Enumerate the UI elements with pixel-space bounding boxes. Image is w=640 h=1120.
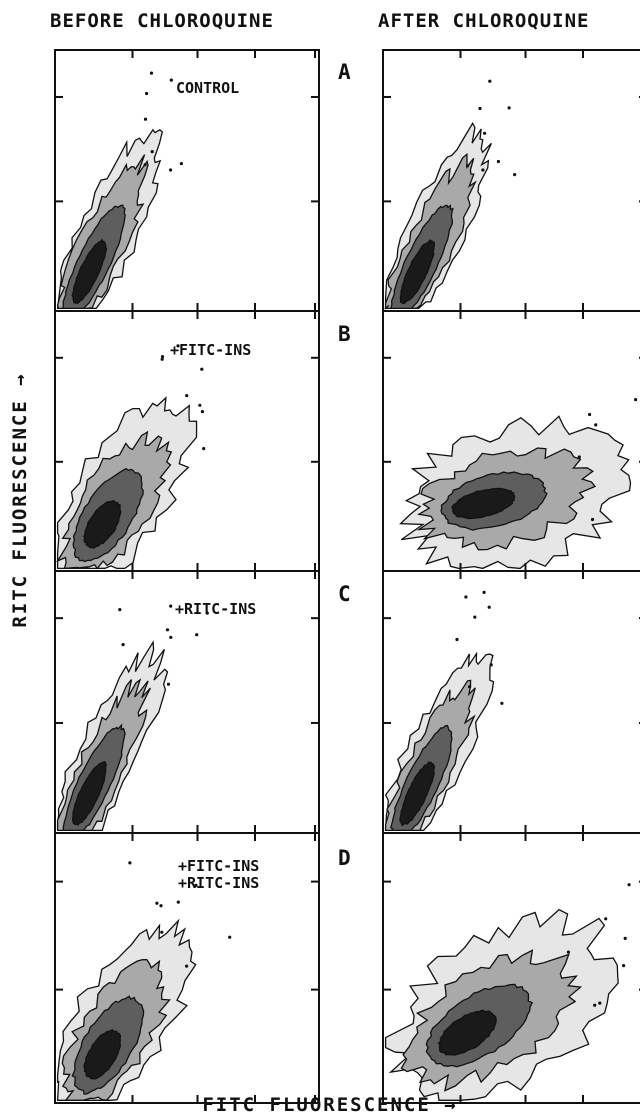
panel-a-after-speck [483,131,487,135]
panel-b-after-contour-4 [451,487,516,520]
row-letter-d: D [338,846,351,870]
condition-label-b: +FITC-INS [170,341,252,359]
panel-a-after-speck [481,168,485,172]
panel-c-before-speck [166,682,171,686]
panel-b-after-speck [588,412,592,417]
panel-a-after-speck [466,164,470,168]
panel-a-before-speck [149,71,154,75]
panel-b-after-speck [590,517,595,522]
panel-c-before-contour-4 [71,760,108,827]
column-header-before: BEFORE CHLOROQUINE [50,10,274,32]
panel-c-before-speck [195,633,199,637]
panel-d-before-contour-4 [83,1029,122,1080]
panel-a-after-speck [488,79,492,83]
condition-label-a: CONTROL [176,79,240,97]
panel-b-before-speck [200,367,204,371]
panel-d-after-speck [604,917,608,921]
panel-c-before-speck [165,628,170,632]
panel-a-after-speck [513,173,517,177]
row-letter-b: B [338,322,351,346]
panel-b-after-speck [594,423,598,427]
column-header-after: AFTER CHLOROQUINE [378,10,590,32]
panel-a-after-contour-4 [399,239,436,305]
panel-b-before-contour-4 [83,499,122,549]
panel-a-after-speck [478,106,482,111]
panel-c-after-speck [464,595,468,599]
panel-c-before-speck [169,635,173,640]
panel-d-after-frame [382,832,640,1104]
panel-c-after-speck [468,685,472,689]
panel-d-before-speck [128,861,132,865]
panel-a-before-speck [145,91,149,96]
panel-b-before-speck [202,447,206,451]
panel-a-before-contour-4 [71,238,108,305]
panel-d-before-speck [228,935,232,939]
panel-d-after-speck [566,950,571,954]
panel-b-before-speck [160,355,165,359]
panel-b-before-speck [198,403,202,407]
panel-d-before-speck [155,901,159,905]
panel-c-after-contour-4 [399,761,436,827]
panel-d-before-frame [54,832,320,1104]
panel-b-after-speck [577,455,581,459]
panel-c-after-speck [455,637,459,642]
panel-d-after-speck [622,964,626,968]
panel-c-before-speck [118,608,122,612]
panel-d-after-contour-4 [437,1009,497,1056]
panel-d-after-speck [623,936,627,941]
panel-b-before-speck [176,344,180,348]
condition-label-d-line2: +RITC-INS [178,874,260,892]
panel-d-before-speck [194,883,198,888]
panel-c-after-speck [482,590,486,595]
x-axis-label: FITC FLUORESCENCE → [202,1094,458,1116]
panel-d-after-speck [598,1001,602,1005]
panel-c-before-speck [205,611,209,615]
panel-b-before-speck [185,394,189,398]
panel-c-after-speck [473,615,477,619]
panel-c-after-speck [487,605,491,609]
panel-c-before-speck [121,643,125,647]
panel-a-before-speck [143,163,147,167]
panel-d-before-speck [160,930,164,934]
panel-a-before-speck [150,150,154,154]
panel-a-before-speck [169,168,173,172]
panel-c-after-speck [489,663,493,667]
panel-b-after-speck [634,398,638,402]
panel-a-after-speck [507,106,511,110]
panel-d-before-speck [176,900,180,904]
panel-a-before-speck [143,117,148,121]
panel-b-before-speck [200,410,204,414]
panel-a-before-speck [169,78,173,82]
condition-label-d-line1: +FITC-INS [178,857,260,875]
row-letter-a: A [338,60,351,84]
panel-c-after-speck [500,701,504,705]
panel-d-after-speck [593,1003,597,1007]
panel-d-before-speck [159,904,163,908]
row-letter-c: C [338,582,351,606]
panel-c-before-speck [169,604,173,608]
panel-b-before-speck [160,357,164,361]
condition-label-c: +RITC-INS [175,600,257,618]
panel-a-after-speck [496,159,500,164]
panel-a-before-speck [179,162,183,166]
panel-d-after-speck [627,883,631,887]
panel-d-before-speck [185,964,189,968]
